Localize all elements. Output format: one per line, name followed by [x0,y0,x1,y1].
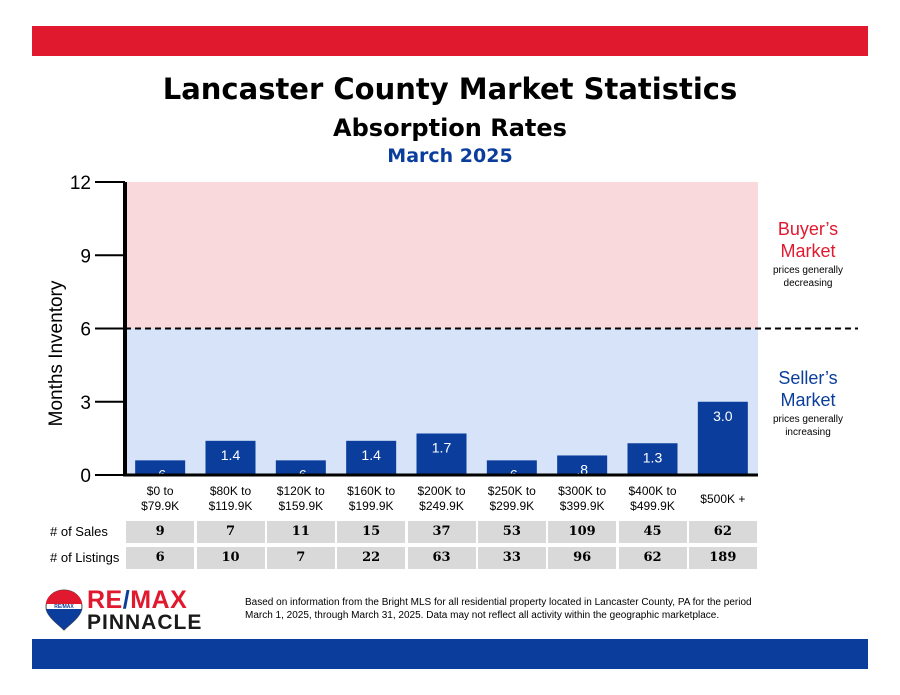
page-subtitle: Absorption Rates [333,114,567,142]
category-label-line-1: $250K to [487,484,536,498]
buyer-zone [125,182,758,329]
category-label-line-2: $399.9K [559,499,605,513]
category-label-line-1: $0 to [146,484,174,498]
category-label: $80K to $119.9K [197,484,265,514]
bar [557,455,608,475]
sales-cell: 37 [407,521,476,543]
category-label-line-2: $119.9K [208,499,253,513]
seller-note-2: increasing [785,427,831,438]
bottom-blue-band [32,639,868,669]
bar-value-label: 3.0 [713,408,733,424]
category-label: $500K + [689,492,757,507]
category-label-line-1: $120K to [276,484,325,498]
listings-cell: 33 [477,547,546,569]
listings-cell: 63 [407,547,476,569]
report-period: March 2025 [387,145,513,167]
category-label-line-2: $499.9K [630,499,675,513]
listings-cell: 62 [618,547,687,569]
category-label: $300K to $399.9K [548,484,616,514]
category-label: $120K to $159.9K [267,484,335,514]
category-label-line-2: $79.9K [141,499,180,513]
category-label-line-2: $299.9K [489,499,535,513]
disclaimer-line-1: Based on information from the Bright MLS… [245,597,752,608]
bar [416,433,467,475]
buyer-note-1: prices generally [772,265,844,276]
bar [205,440,256,475]
category-label: $160K to $199.9K [337,484,405,514]
y-tick-label: 0 [80,466,91,487]
y-axis-label: Months Inventory [46,280,67,426]
sales-cell: 11 [266,521,335,543]
y-tick-label: 6 [80,320,91,341]
y-tick-label: 12 [70,173,91,194]
seller-title: Seller’s [778,368,838,388]
category-label-line-1: $160K to [347,484,396,498]
bar [697,401,748,475]
bar-value-label: 1.4 [361,447,381,463]
buyer-market-label: Buyer’s Market prices generally decreasi… [753,218,863,290]
category-label-line-1: $300K to [558,484,607,498]
category-label: $200K to $249.9K [408,484,476,514]
seller-note-1: prices generally [772,414,844,425]
disclaimer: Based on information from the Bright MLS… [245,596,845,622]
listings-row-label: # of Listings [50,550,120,565]
sales-cell: 45 [618,521,687,543]
sales-cell: 109 [548,521,617,543]
category-label: $0 to $79.9K [126,484,194,514]
disclaimer-line-2: March 1, 2025, through March 31, 2025. D… [245,610,720,621]
bar [346,440,397,475]
buyer-title: Buyer’s [777,219,839,239]
category-label-line-2: $199.9K [348,499,394,513]
category-label-line-1: $80K to [209,484,252,498]
remax-wordmark: RE/MAX [87,586,187,615]
sales-cell: 15 [337,521,406,543]
listings-cell: 6 [126,547,195,569]
top-red-band [32,26,868,56]
bar [486,460,537,475]
category-label-line-2: $249.9K [419,499,464,513]
remax-logo: RE/MAX RE/MAX PINNACLE [44,586,214,634]
remax-re: RE [87,586,123,614]
buyer-note-2: decreasing [783,278,833,289]
sales-cell: 53 [477,521,546,543]
sales-cell: 9 [126,521,195,543]
page-title: Lancaster County Market Statistics [162,72,738,106]
y-tick-label: 3 [80,393,91,414]
bar [275,460,326,475]
seller-title-2: Market [780,390,836,410]
remax-max: MAX [130,586,188,614]
category-label-line-1: $200K to [417,484,466,498]
category-label-line-2: $159.9K [278,499,324,513]
balloon-icon: RE/MAX [45,589,83,631]
category-label-line-1: $400K to [628,484,677,498]
sales-row-label: # of Sales [50,524,108,539]
balloon-text: RE/MAX [54,604,74,610]
bar-value-label: 1.3 [643,449,663,465]
bar-value-label: .8 [576,461,588,477]
listings-cell: 10 [196,547,265,569]
listings-cell: 22 [337,547,406,569]
y-tick-label: 9 [80,246,91,267]
category-label: $400K to $499.9K [619,484,687,514]
remax-slash: / [122,586,131,614]
pinnacle-wordmark: PINNACLE [87,611,203,634]
listings-cell: 189 [688,547,757,569]
seller-market-label: Seller’s Market prices generally increas… [753,367,863,439]
listings-cell: 7 [266,547,335,569]
buyer-title-2: Market [780,241,836,261]
bar [135,460,186,475]
category-label: $250K to $299.9K [478,484,546,514]
sales-cell: 7 [196,521,265,543]
bar [627,443,678,475]
listings-cell: 96 [548,547,617,569]
category-label-line-1: $500K + [700,492,746,506]
bar-value-label: 1.7 [432,439,452,455]
bar-value-label: 1.4 [221,447,241,463]
sales-cell: 62 [688,521,757,543]
